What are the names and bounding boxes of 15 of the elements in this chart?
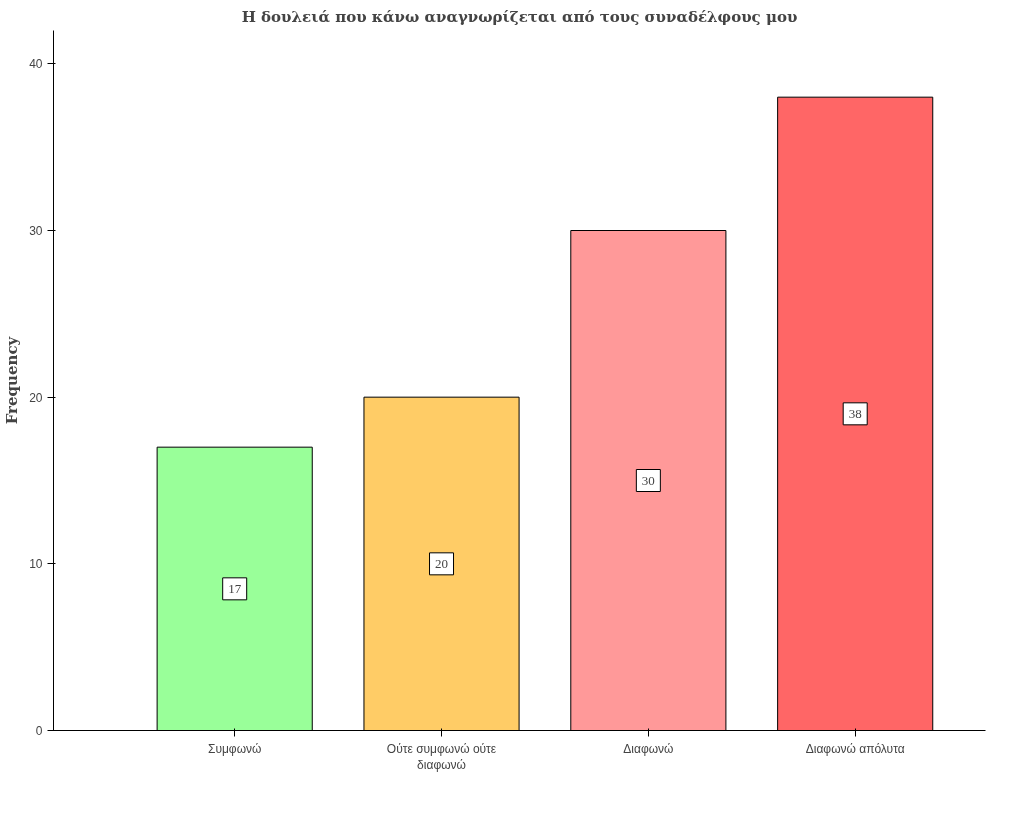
y-tick-label: 40 (29, 57, 43, 72)
x-tick-label: Συμφωνώ (207, 741, 262, 756)
data-label: 17 (228, 580, 242, 596)
x-tick-label: Ούτε συμφωνώ ούτε διαφωνώ (386, 741, 497, 773)
y-axis-title: Frequency (3, 335, 22, 425)
y-tick-label: 30 (29, 224, 43, 238)
chart-title: Η δουλειά που κάνω αναγνωρίζεται από τους συναδέλφους μου (241, 7, 798, 26)
y-tick-label: 0 (35, 724, 43, 738)
x-tick-label: Διαφωνώ απόλυτα (805, 741, 905, 756)
data-label: 20 (435, 555, 449, 571)
y-tick-label: 10 (29, 557, 43, 572)
data-label: 30 (641, 472, 655, 488)
x-tick-label: Διαφωνώ (623, 741, 674, 756)
data-label: 38 (848, 405, 862, 421)
y-tick-label: 20 (29, 390, 43, 405)
